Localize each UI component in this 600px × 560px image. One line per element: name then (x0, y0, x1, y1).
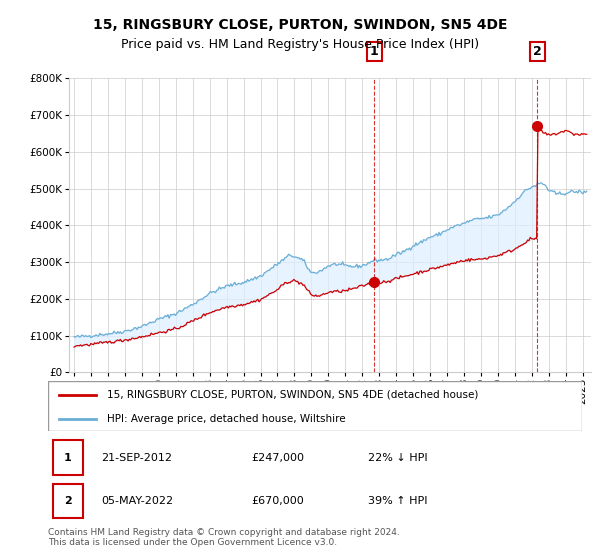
Text: 21-SEP-2012: 21-SEP-2012 (101, 452, 172, 463)
FancyBboxPatch shape (53, 440, 83, 475)
Text: 05-MAY-2022: 05-MAY-2022 (101, 496, 173, 506)
Text: 1: 1 (64, 452, 72, 463)
FancyBboxPatch shape (53, 484, 83, 519)
Text: £670,000: £670,000 (251, 496, 304, 506)
Text: 39% ↑ HPI: 39% ↑ HPI (368, 496, 428, 506)
Text: 22% ↓ HPI: 22% ↓ HPI (368, 452, 428, 463)
Text: 2: 2 (64, 496, 72, 506)
Text: £247,000: £247,000 (251, 452, 304, 463)
Text: 2: 2 (533, 45, 542, 58)
Text: Contains HM Land Registry data © Crown copyright and database right 2024.
This d: Contains HM Land Registry data © Crown c… (48, 528, 400, 547)
Text: 15, RINGSBURY CLOSE, PURTON, SWINDON, SN5 4DE: 15, RINGSBURY CLOSE, PURTON, SWINDON, SN… (93, 18, 507, 32)
Text: HPI: Average price, detached house, Wiltshire: HPI: Average price, detached house, Wilt… (107, 414, 346, 423)
Text: 15, RINGSBURY CLOSE, PURTON, SWINDON, SN5 4DE (detached house): 15, RINGSBURY CLOSE, PURTON, SWINDON, SN… (107, 390, 478, 400)
Text: 1: 1 (370, 45, 379, 58)
FancyBboxPatch shape (48, 381, 582, 431)
Text: Price paid vs. HM Land Registry's House Price Index (HPI): Price paid vs. HM Land Registry's House … (121, 38, 479, 52)
